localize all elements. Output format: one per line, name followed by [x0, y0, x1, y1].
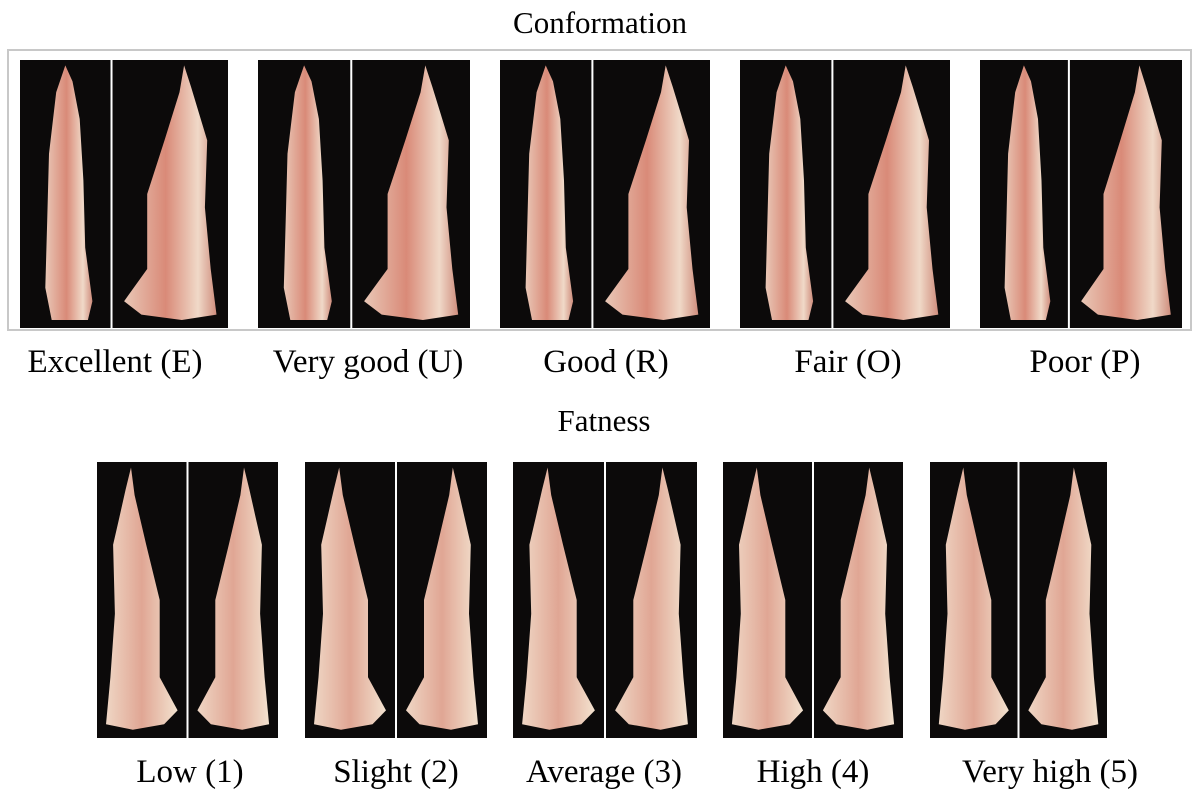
page: Conformation Fatness Excellent (E) Very g… [0, 0, 1195, 789]
section-title: Fatness [558, 403, 651, 438]
figure: Conformation Fatness Excellent (E) Very g… [0, 0, 1195, 789]
grade-label: Low (1) [136, 754, 243, 789]
section-title: Conformation [513, 5, 687, 40]
grade-label: Poor (P) [1030, 344, 1141, 380]
photos [20, 60, 1182, 738]
grade-label: Very high (5) [962, 754, 1138, 789]
grade-label: Excellent (E) [28, 344, 203, 380]
grade-label: High (4) [757, 754, 870, 789]
grade-label: Average (3) [526, 754, 682, 789]
grade-label: Very good (U) [273, 344, 464, 380]
grade-label: Fair (O) [794, 344, 901, 380]
grade-label: Good (R) [543, 344, 669, 380]
grade-label: Slight (2) [333, 754, 459, 789]
